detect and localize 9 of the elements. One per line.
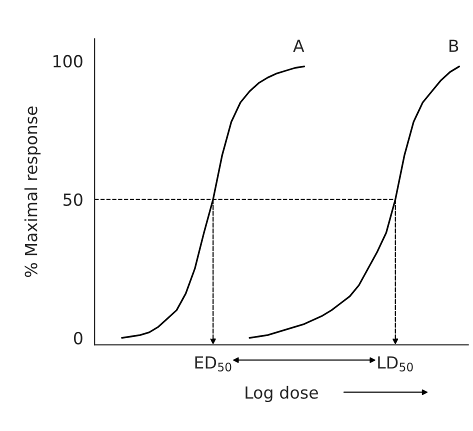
y-tick-label: 0 xyxy=(74,332,82,344)
y-axis-title: % Maximal response xyxy=(24,106,41,278)
x-tick-label: LD$_{50}$ xyxy=(378,356,413,372)
x-tick-label: ED$_{50}$ xyxy=(195,356,232,372)
y-tick-label: 50 xyxy=(64,193,82,206)
x-axis-title: Log dose xyxy=(246,386,318,402)
annotation: A xyxy=(293,40,304,52)
annotation: B xyxy=(450,40,458,52)
y-tick-label: 100 xyxy=(54,54,82,68)
